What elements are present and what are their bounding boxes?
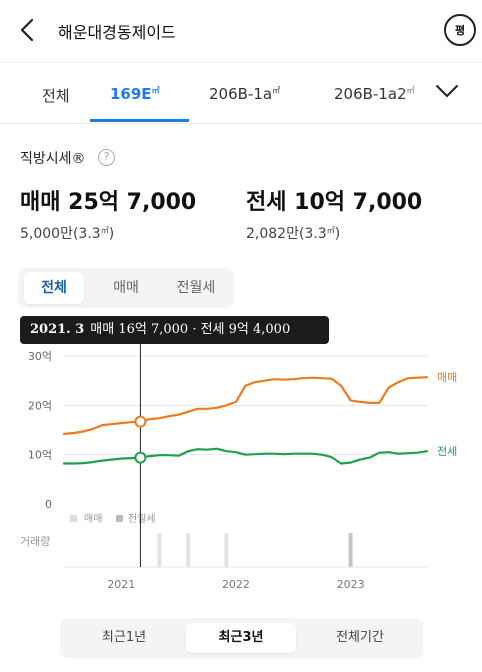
app-header: 해운대경동제이드 평 [0, 0, 482, 62]
page-title: 해운대경동제이드 [58, 23, 176, 42]
tooltip-date: 2021. 3 [30, 322, 85, 337]
volume-bar [157, 533, 162, 567]
volume-label: 거래량 [20, 535, 50, 548]
header-divider [0, 62, 482, 63]
tab-169e[interactable]: 169E㎡ [110, 85, 160, 103]
y-tick-label: 10억 [28, 449, 52, 462]
period-all[interactable]: 전체기간 [336, 630, 384, 645]
tabs-divider [0, 123, 482, 124]
tab-all[interactable]: 전체 [42, 87, 70, 105]
volume-legend-sale: 매매 [84, 513, 102, 525]
period-selector: 최근1년 최근3년 전체기간 [60, 618, 423, 658]
volume-legend-sale-swatch [70, 515, 77, 522]
y-tick-label: 0 [45, 498, 52, 511]
tooltip-values: 매매 16억 7,000 · 전세 9억 4,000 [90, 322, 291, 337]
tab-scroll-fade [400, 63, 482, 123]
chevron-down-icon[interactable] [434, 81, 460, 101]
tab-active-indicator [90, 119, 189, 122]
period-3y[interactable]: 최근3년 [186, 623, 296, 653]
chart-tooltip: 2021. 3 매매 16억 7,000 · 전세 9억 4,000 [20, 316, 329, 344]
y-tick-label: 30억 [28, 350, 52, 363]
jeonse-price-per-area: 2,082만(3.3㎡) [246, 226, 341, 242]
zigbang-price-label: 직방시세® [20, 151, 86, 167]
pyeong-toggle-icon[interactable]: 평 [444, 14, 476, 46]
jeonse-highlight-point [134, 451, 147, 464]
back-arrow-icon[interactable] [14, 16, 42, 44]
help-icon[interactable]: ? [98, 149, 115, 166]
jeonse-price-line [62, 447, 429, 465]
sale-price: 매매 25억 7,000 [20, 190, 197, 215]
pyeong-toggle-label: 평 [454, 24, 466, 37]
sale-price-line [62, 376, 429, 435]
volume-bar [348, 533, 353, 567]
volume-legend-rent: 전월세 [128, 513, 156, 525]
x-tick-label: 2022 [222, 578, 250, 591]
jeonse-price: 전세 10억 7,000 [246, 190, 423, 215]
sale-series-label: 매매 [437, 371, 457, 384]
jeonse-series-label: 전세 [437, 445, 457, 458]
filter-sale[interactable]: 매매 [113, 280, 139, 296]
volume-bar [186, 533, 191, 567]
sale-highlight-point [134, 415, 147, 428]
volume-legend-rent-swatch [116, 515, 123, 522]
x-tick-label: 2023 [337, 578, 365, 591]
x-tick-label: 2021 [107, 578, 135, 591]
deal-type-filter: 전체 매매 전월세 [18, 268, 234, 308]
volume-bar [224, 533, 229, 567]
sale-price-per-area: 5,000만(3.3㎡) [20, 226, 115, 242]
period-1y[interactable]: 최근1년 [101, 630, 147, 645]
area-type-tabs: 전체 169E㎡ 206B-1a㎡ 206B-1a2㎡ [0, 63, 482, 123]
tab-206b-1a[interactable]: 206B-1a㎡ [209, 85, 281, 103]
y-tick-label: 20억 [28, 399, 52, 412]
filter-all[interactable]: 전체 [24, 272, 84, 304]
filter-rent[interactable]: 전월세 [176, 280, 216, 296]
